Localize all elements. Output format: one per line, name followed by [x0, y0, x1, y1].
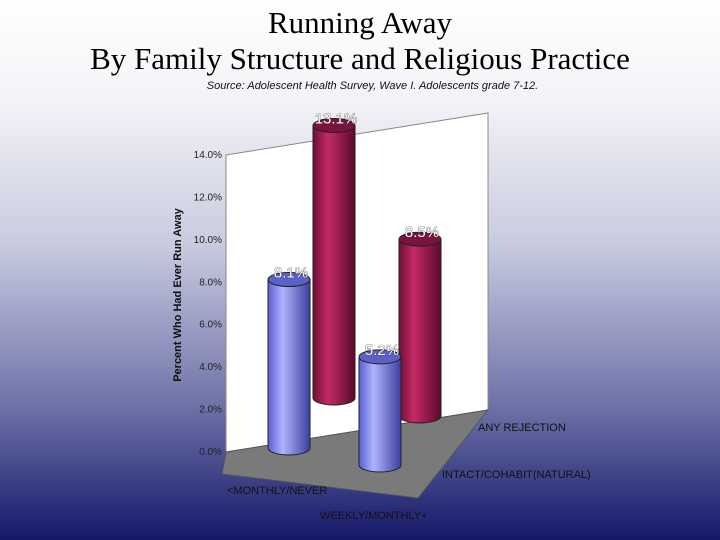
data-label: 8.1%	[274, 265, 308, 282]
y-tick-label: 0.0%	[199, 447, 222, 458]
chart-source: Source: Adolescent Health Survey, Wave I…	[206, 80, 539, 92]
bar	[312, 118, 356, 406]
y-tick-label: 14.0%	[194, 150, 222, 161]
data-label: 5.2%	[365, 342, 399, 359]
category-label-weekly-monthly: WEEKLY/MONTHLY+	[320, 510, 427, 522]
series-label-intact: INTACT/COHABIT(NATURAL)	[442, 469, 591, 481]
category-label-monthly-never: <MONTHLY/NEVER	[227, 485, 327, 497]
back-wall	[225, 112, 489, 453]
chart-title-line-2: By Family Structure and Religious Practi…	[90, 41, 630, 76]
bar	[267, 272, 311, 456]
bar-body	[312, 125, 356, 406]
bar-body	[358, 356, 402, 473]
y-tick-label: 8.0%	[199, 277, 222, 288]
y-tick-label: 12.0%	[194, 192, 222, 203]
y-tick-label: 4.0%	[199, 362, 222, 373]
data-label: 13.1%	[315, 111, 358, 128]
bar-top	[267, 272, 311, 288]
y-axis-label: Percent Who Had Ever Run Away	[172, 207, 184, 381]
y-tick-label: 10.0%	[194, 235, 222, 246]
bar-body	[267, 279, 311, 456]
bar-top	[312, 118, 356, 134]
data-label: 8.5%	[405, 224, 439, 241]
chart-title: Running Away	[267, 5, 453, 40]
bar	[358, 349, 402, 473]
bar-body	[398, 238, 442, 424]
y-tick-label: 6.0%	[199, 320, 222, 331]
bar	[398, 231, 442, 424]
y-tick-label: 2.0%	[199, 405, 222, 416]
series-label-any-rejection: ANY REJECTION	[478, 422, 566, 434]
bar-top	[398, 231, 442, 247]
bar-top	[358, 349, 402, 365]
